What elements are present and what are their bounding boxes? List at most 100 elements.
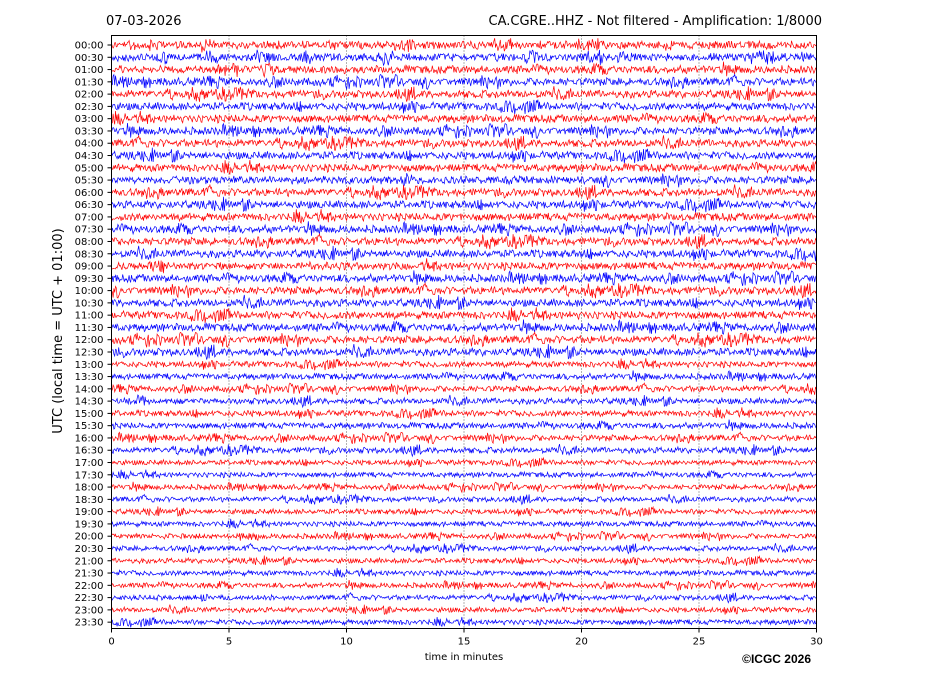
y-tick-label: 14:00	[75, 384, 104, 395]
x-tick-label: 20	[575, 637, 588, 648]
y-tick-label: 01:00	[75, 65, 104, 76]
y-tick-label: 04:00	[75, 139, 104, 150]
trace-1500	[111, 407, 817, 420]
x-tick-labels: 0 5 10 15 20 25 30	[108, 628, 823, 648]
trace-1530	[111, 419, 817, 431]
y-tick-label: 18:30	[75, 495, 104, 506]
y-tick-label: 19:00	[75, 507, 104, 518]
y-tick-label: 02:00	[75, 90, 104, 101]
y-tick-label: 15:30	[75, 421, 104, 432]
y-tick-label: 18:00	[75, 483, 104, 494]
trace-2100	[111, 554, 817, 567]
y-tick-label: 17:00	[75, 458, 104, 469]
trace-1630	[111, 444, 817, 458]
trace-0900	[111, 258, 817, 274]
trace-0730	[111, 220, 817, 238]
y-tick-label: 14:30	[75, 397, 104, 408]
x-tick-label: 30	[810, 637, 823, 648]
trace-0030	[111, 49, 817, 67]
x-tick-label: 0	[108, 637, 114, 648]
trace-1300	[111, 358, 817, 371]
y-tick-label: 22:30	[75, 593, 104, 604]
chart-date: 07-03-2026	[106, 14, 182, 29]
trace-1400	[111, 382, 817, 396]
x-tick-label: 10	[340, 637, 353, 648]
y-tick-label: 23:30	[75, 618, 104, 629]
y-tick-label: 11:30	[75, 323, 104, 334]
trace-0700	[111, 209, 817, 225]
trace-0300	[111, 110, 817, 126]
trace-0200	[111, 86, 817, 102]
y-tick-label: 10:30	[75, 298, 104, 309]
y-tick-label: 19:30	[75, 519, 104, 530]
y-tick-label: 20:00	[75, 532, 104, 543]
y-tick-label: 08:00	[75, 237, 104, 248]
y-tick-label: 17:30	[75, 470, 104, 481]
trace-0530	[111, 173, 817, 189]
y-tick-label: 09:30	[75, 274, 104, 285]
chart-title: CA.CGRE..HHZ - Not filtered - Amplificat…	[489, 14, 823, 29]
y-tick-label: 07:00	[75, 212, 104, 223]
trace-0830	[111, 245, 817, 262]
y-tick-label: 13:30	[75, 372, 104, 383]
trace-2300	[111, 604, 817, 615]
trace-1830	[111, 493, 817, 506]
x-axis-label: time in minutes	[425, 652, 504, 663]
trace-0330	[111, 122, 817, 139]
seismic-traces	[111, 38, 817, 628]
plot-frame	[111, 35, 817, 629]
trace-0000	[111, 38, 817, 53]
x-tick-label: 5	[226, 637, 232, 648]
y-tick-label: 20:30	[75, 544, 104, 555]
trace-1800	[111, 481, 817, 494]
trace-0800	[111, 233, 817, 250]
trace-2130	[111, 567, 817, 578]
y-tick-label: 21:00	[75, 556, 104, 567]
trace-1100	[111, 307, 817, 324]
trace-1200	[111, 331, 817, 348]
trace-1230	[111, 344, 817, 360]
trace-0100	[111, 61, 817, 79]
trace-0400	[111, 134, 817, 152]
y-tick-label: 10:00	[75, 286, 104, 297]
trace-1330	[111, 370, 817, 383]
y-tick-label: 05:30	[75, 176, 104, 187]
y-tick-label: 12:00	[75, 335, 104, 346]
trace-1600	[111, 431, 817, 445]
y-tick-label: 06:30	[75, 200, 104, 211]
y-tick-label: 06:00	[75, 188, 104, 199]
y-tick-label: 16:30	[75, 446, 104, 457]
trace-2230	[111, 591, 817, 604]
y-tick-label: 05:00	[75, 163, 104, 174]
trace-1000	[111, 282, 817, 299]
y-tick-label: 00:00	[75, 41, 104, 52]
trace-0930	[111, 270, 817, 287]
trace-1030	[111, 294, 817, 311]
x-tick-label: 15	[458, 637, 471, 648]
y-tick-label: 04:30	[75, 151, 104, 162]
y-tick-label: 01:30	[75, 77, 104, 88]
y-tick-label: 11:00	[75, 311, 104, 322]
y-tick-label: 07:30	[75, 225, 104, 236]
trace-0130	[111, 73, 817, 90]
trace-1930	[111, 518, 817, 529]
y-tick-label: 21:30	[75, 569, 104, 580]
y-tick-label: 03:00	[75, 114, 104, 125]
trace-1130	[111, 319, 817, 335]
trace-1730	[111, 469, 817, 480]
trace-1700	[111, 456, 817, 468]
trace-0500	[111, 159, 817, 175]
y-tick-label: 16:00	[75, 433, 104, 444]
y-tick-label: 22:00	[75, 581, 104, 592]
y-tick-label: 09:00	[75, 262, 104, 273]
x-tick-label: 25	[693, 637, 706, 648]
y-tick-label: 02:30	[75, 102, 104, 113]
trace-0430	[111, 147, 817, 164]
y-tick-label: 15:00	[75, 409, 104, 420]
copyright: ©ICGC 2026	[742, 652, 811, 666]
y-axis-label: UTC (local time = UTC + 01:00)	[51, 228, 66, 433]
trace-2200	[111, 579, 817, 592]
y-tick-label: 23:00	[75, 605, 104, 616]
